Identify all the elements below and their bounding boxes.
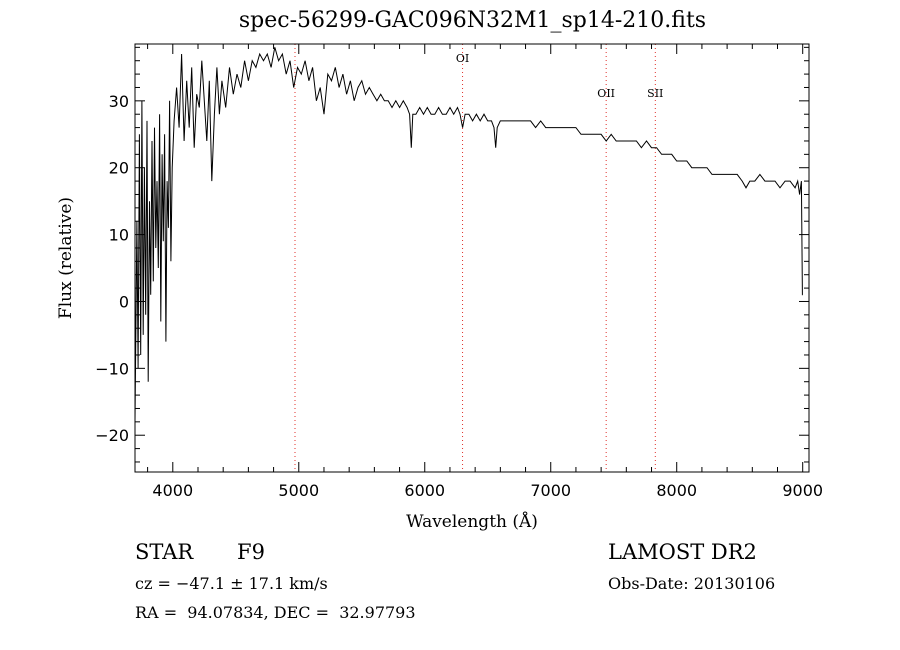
spectrum-line — [134, 47, 803, 422]
object-class: STAR — [135, 540, 194, 564]
marker-label: OI — [456, 52, 469, 65]
plot-frame — [134, 43, 810, 473]
redshift-cz: cz = −47.1 ± 17.1 km/s — [135, 574, 328, 593]
y-tick-label: 0 — [119, 292, 129, 311]
x-tick-label: 7000 — [530, 481, 571, 500]
y-tick-label: 30 — [109, 92, 129, 111]
observation-date: Obs-Date: 20130106 — [608, 574, 776, 593]
marker-labels: OI OII SII — [456, 52, 664, 100]
marker-label: SII — [647, 87, 663, 100]
x-axis-label: Wavelength (Å) — [406, 512, 538, 532]
y-axis-label: Flux (relative) — [56, 196, 76, 320]
object-subclass: F9 — [237, 540, 265, 564]
y-tick-label: −20 — [95, 426, 129, 445]
axis-tick-labels: 4000 5000 6000 7000 8000 9000 −20 −10 0 10 20 30 — [95, 92, 823, 500]
x-tick-label: 9000 — [782, 481, 823, 500]
y-tick-label: 20 — [109, 159, 129, 178]
survey-name: LAMOST DR2 — [608, 540, 757, 564]
y-tick-label: −10 — [95, 359, 129, 378]
x-tick-label: 4000 — [152, 481, 193, 500]
marker-label: OII — [597, 87, 615, 100]
ra-dec: RA = 94.07834, DEC = 32.97793 — [135, 603, 416, 622]
x-tick-label: 6000 — [404, 481, 445, 500]
x-tick-label: 8000 — [656, 481, 697, 500]
chart-title: spec-56299-GAC096N32M1_sp14-210.fits — [238, 8, 707, 33]
x-tick-label: 5000 — [278, 481, 319, 500]
axis-ticks — [135, 44, 809, 472]
y-tick-label: 10 — [109, 226, 129, 245]
emission-line-markers — [294, 44, 656, 472]
